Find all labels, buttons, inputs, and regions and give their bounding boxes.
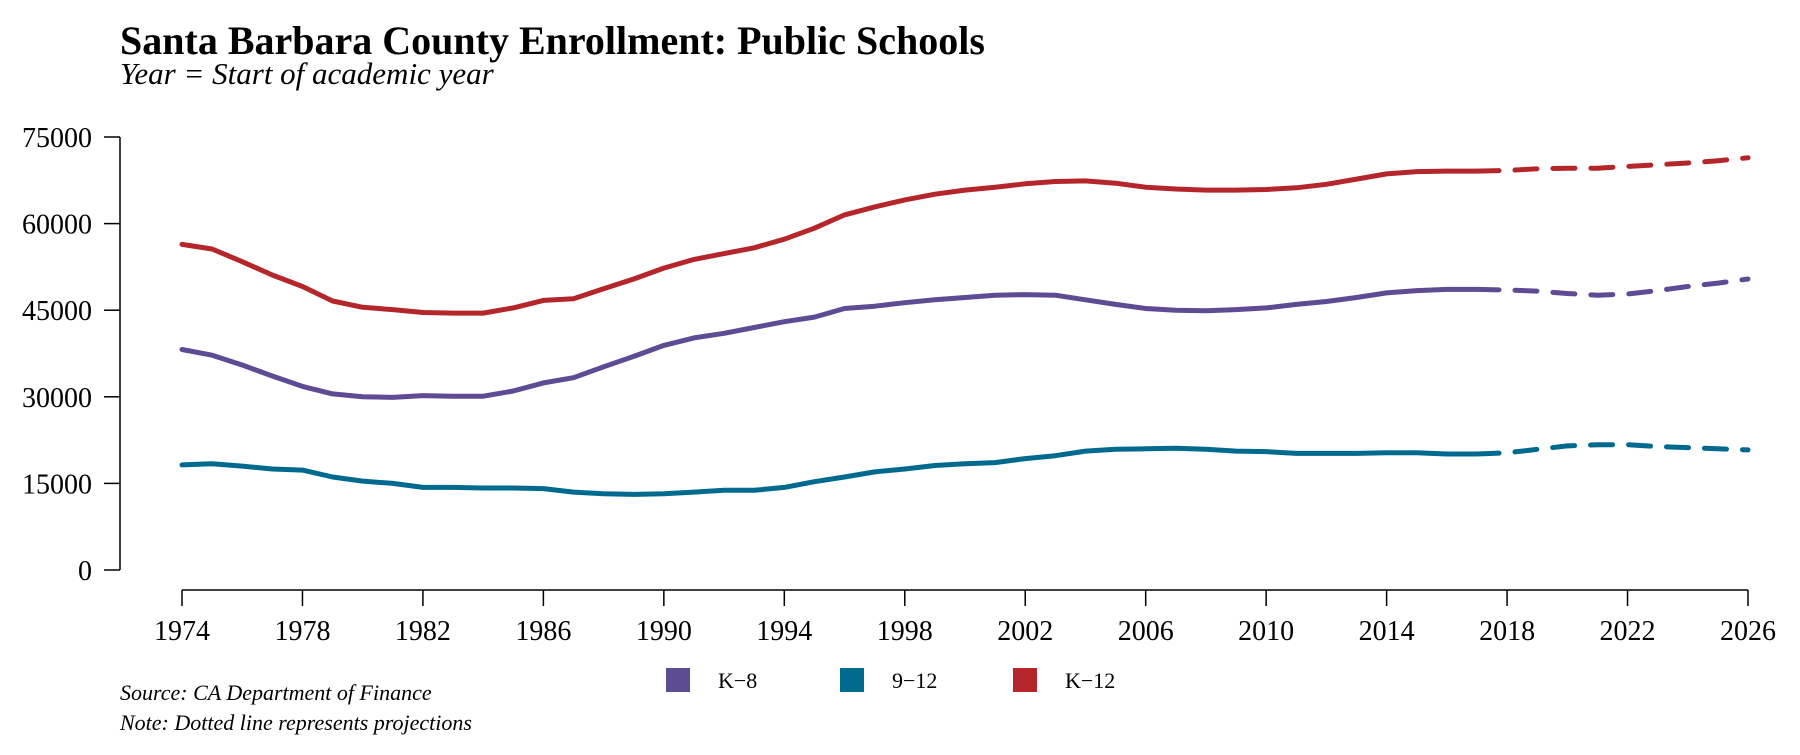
x-tick-label: 2006 — [1118, 616, 1174, 647]
y-tick-label: 75000 — [22, 123, 92, 154]
legend-swatch — [840, 668, 864, 692]
y-tick-label: 45000 — [22, 296, 92, 327]
x-tick-label: 1986 — [515, 616, 571, 647]
y-tick-label: 30000 — [22, 383, 92, 414]
x-tick-label: 1974 — [154, 616, 210, 647]
series-line-k-8-actual — [179, 286, 1480, 400]
x-tick-label: 2014 — [1359, 616, 1415, 647]
chart-title: Santa Barbara County Enrollment: Public … — [120, 18, 985, 63]
y-tick-label: 0 — [78, 556, 92, 587]
series-line-9-12-projected — [1474, 442, 1751, 457]
x-axis: 1974 1978 1982 1986 1990 1994 1998 2002 2006 2010… — [154, 589, 1776, 647]
y-axis: 0 15000 30000 45000 60000 75000 — [22, 123, 121, 587]
y-tick-label: 60000 — [22, 210, 92, 241]
chart-subtitle: Year = Start of academic year — [120, 56, 495, 91]
x-tick-label: 1978 — [274, 616, 330, 647]
source-note: Source: CA Department of Finance — [120, 680, 432, 705]
legend-label: K−8 — [718, 668, 757, 693]
series-line-k-8-projected — [1474, 276, 1751, 298]
x-tick-label: 1990 — [636, 616, 692, 647]
y-tick-label: 15000 — [22, 469, 92, 500]
series-line-k-12-actual — [179, 168, 1480, 316]
legend-swatch — [666, 668, 690, 692]
series-line-k-12-projected — [1474, 155, 1751, 174]
x-tick-label: 2002 — [997, 616, 1053, 647]
x-tick-label: 2026 — [1720, 616, 1776, 647]
x-tick-label: 1998 — [877, 616, 933, 647]
x-tick-label: 1994 — [756, 616, 812, 647]
x-tick-label: 2018 — [1479, 616, 1535, 647]
legend-label: K−12 — [1065, 668, 1115, 693]
series-line-9-12-actual — [179, 445, 1480, 497]
series-layer — [179, 155, 1751, 497]
legend-swatch — [1013, 668, 1037, 692]
legend-label: 9−12 — [892, 668, 937, 693]
legend: K−8 9−12 K−12 — [666, 668, 1115, 693]
x-tick-label: 2010 — [1238, 616, 1294, 647]
x-tick-label: 2022 — [1600, 616, 1656, 647]
x-tick-label: 1982 — [395, 616, 451, 647]
projection-note: Note: Dotted line represents projections — [119, 710, 472, 735]
